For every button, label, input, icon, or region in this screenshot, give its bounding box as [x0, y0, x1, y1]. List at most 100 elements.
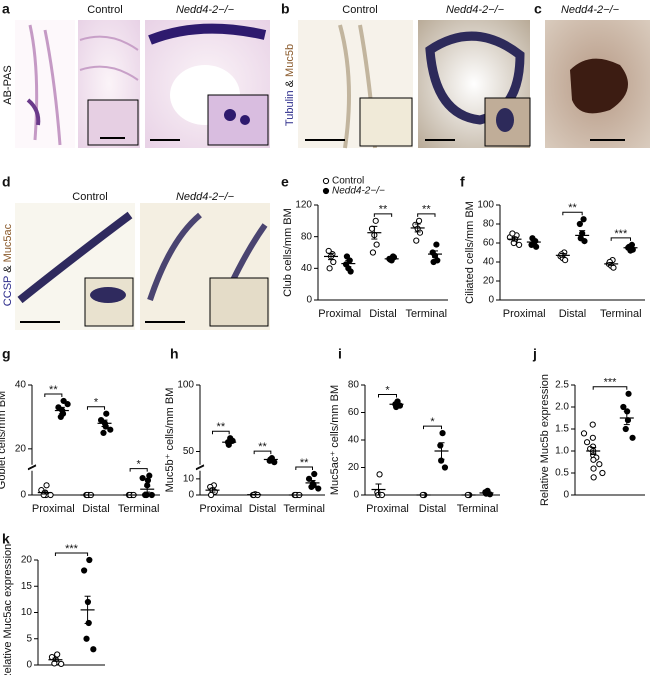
data-point — [347, 268, 354, 275]
panel-label: e — [281, 174, 289, 190]
significance-label: ** — [568, 202, 577, 214]
data-point — [54, 651, 61, 658]
y-tick-label: 40 — [301, 263, 313, 274]
significance-bracket — [373, 213, 393, 217]
panel-label: j — [532, 346, 537, 362]
y-tick-label: 20 — [348, 462, 360, 473]
data-point — [433, 241, 440, 248]
panel-label: k — [2, 531, 10, 547]
data-point — [85, 619, 92, 627]
legend-marker — [322, 177, 330, 185]
x-tick-label: Proximal — [503, 308, 546, 320]
y-tick-label: 20 — [15, 443, 27, 454]
x-tick-label: Terminal — [406, 308, 448, 320]
data-point — [376, 471, 383, 478]
panel-title: Control — [342, 4, 377, 16]
panel-title: Control — [72, 191, 107, 203]
data-point — [325, 247, 332, 255]
panel-title: Control — [87, 4, 122, 16]
stain-part: Tubulin — [284, 90, 296, 126]
y-axis-label: Muc5b⁺ cells/mm BM — [164, 388, 176, 493]
axis-break — [195, 465, 205, 471]
x-tick-label: Terminal — [283, 503, 325, 515]
stain-label: AB-PAS — [2, 65, 14, 105]
data-point — [610, 264, 617, 271]
panel-label: a — [2, 1, 10, 17]
significance-bracket — [129, 468, 148, 472]
data-point — [148, 491, 155, 499]
y-tick-label: 2.0 — [555, 402, 569, 413]
x-tick-label: Distal — [369, 308, 397, 320]
y-tick-label: 60 — [483, 238, 495, 249]
y-tick-label: 2.5 — [555, 380, 569, 391]
significance-bracket — [592, 386, 628, 390]
x-tick-label: Distal — [249, 503, 277, 515]
data-point — [343, 253, 351, 260]
significance-bracket — [417, 213, 436, 217]
data-point — [509, 230, 516, 237]
x-tick-label: Distal — [559, 308, 587, 320]
panel-title: Nedd4-2−/− — [176, 191, 235, 203]
data-point — [596, 461, 603, 468]
data-point — [81, 567, 88, 574]
data-point — [589, 421, 596, 428]
data-point — [64, 401, 71, 408]
data-point — [369, 249, 377, 256]
data-point — [144, 477, 151, 484]
panel-label: f — [460, 174, 465, 190]
x-tick-label: Terminal — [600, 308, 642, 320]
panel-label: g — [2, 346, 11, 362]
data-point — [57, 413, 64, 421]
y-tick-label: 0 — [306, 295, 312, 306]
data-point — [416, 229, 424, 236]
x-tick-label: Distal — [419, 503, 447, 515]
stain-part: & — [284, 79, 296, 87]
micrograph-b — [298, 20, 531, 149]
significance-label: *** — [604, 377, 618, 389]
significance-bracket — [378, 394, 397, 398]
y-tick-label: 0 — [26, 660, 32, 671]
significance-bracket — [54, 552, 89, 556]
data-point — [580, 216, 587, 223]
micrograph-c — [545, 20, 650, 148]
x-tick-label: Terminal — [457, 503, 499, 515]
y-tick-label: 1.5 — [555, 424, 569, 435]
data-point — [589, 434, 596, 441]
panel-title: Nedd4-2−/− — [446, 4, 505, 16]
legend-marker — [322, 187, 330, 195]
significance-label: ** — [300, 457, 309, 469]
stain-part: & — [2, 265, 14, 273]
legend-label: Control — [332, 176, 364, 187]
panel-label: c — [534, 1, 542, 17]
significance-label: ** — [49, 384, 58, 396]
axis-break — [27, 464, 37, 470]
significance-label: *** — [65, 543, 79, 555]
data-point — [590, 474, 597, 481]
data-point — [83, 635, 90, 642]
data-point — [330, 258, 337, 266]
data-point — [142, 491, 149, 499]
data-point — [516, 241, 523, 248]
y-tick-label: 80 — [301, 231, 313, 242]
data-point — [625, 390, 632, 397]
y-axis-label: Goblet cells/mm BM — [0, 391, 8, 489]
stain-label: CCSP & Muc5ac — [2, 223, 14, 306]
data-point — [441, 464, 449, 471]
data-point — [413, 237, 420, 244]
y-tick-label: 0 — [188, 490, 194, 501]
y-tick-label: 100 — [477, 200, 494, 211]
data-point — [576, 220, 583, 228]
axis-break — [27, 465, 37, 471]
significance-bracket — [610, 237, 631, 241]
y-tick-label: 20 — [21, 555, 33, 566]
y-tick-label: 20 — [483, 276, 495, 287]
data-point — [622, 425, 629, 433]
data-point — [58, 660, 65, 668]
data-point — [599, 469, 606, 477]
panel-label: h — [170, 346, 179, 362]
data-point — [629, 434, 636, 441]
significance-label: ** — [379, 204, 388, 216]
data-point — [620, 403, 627, 411]
data-point — [90, 646, 97, 653]
data-point — [373, 241, 380, 248]
